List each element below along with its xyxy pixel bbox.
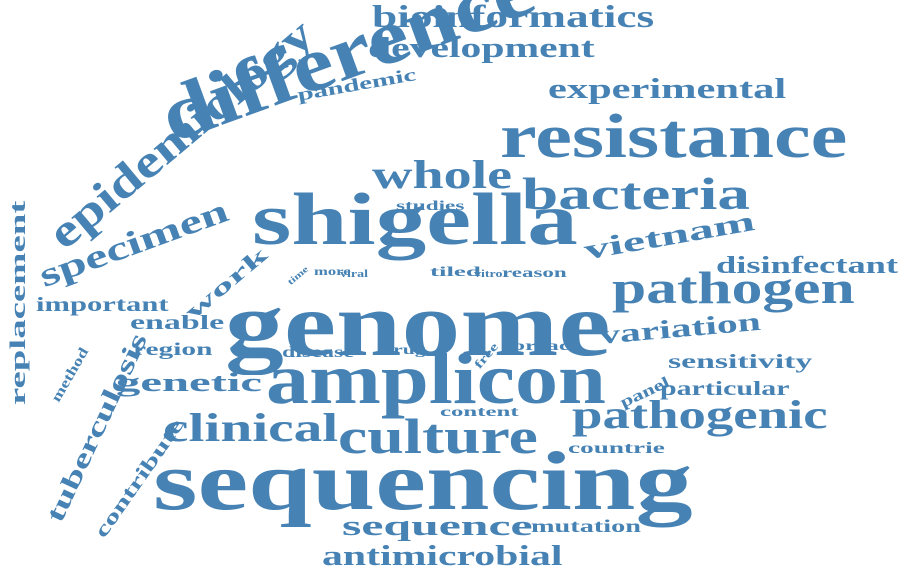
cloud-word-clinical: clinical: [163, 405, 339, 450]
cloud-word-pathogenic: pathogenic: [572, 392, 828, 437]
cloud-word-more: more: [314, 264, 351, 278]
cloud-word-whole: whole: [372, 152, 512, 197]
cloud-word-drug: drug: [381, 343, 426, 358]
cloud-word-experimental: experimental: [548, 74, 787, 105]
cloud-word-disinfectant: disinfectant: [716, 253, 899, 279]
cloud-word-bioinformatics: bioinformatics: [372, 0, 655, 34]
cloud-word-resistance: resistance: [500, 103, 848, 171]
cloud-word-variation: variation: [597, 306, 762, 350]
cloud-word-mutation: mutation: [531, 516, 641, 536]
cloud-word-antimicrobial: antimicrobial: [322, 541, 563, 572]
cloud-word-shigella: shigella: [252, 179, 578, 261]
cloud-word-sequence: sequence: [342, 511, 533, 542]
cloud-word-spread: spread: [502, 339, 573, 354]
cloud-word-viral: viral: [340, 269, 368, 280]
cloud-word-amplicon: amplicon: [266, 339, 606, 419]
cloud-word-reason: reason: [502, 266, 567, 281]
cloud-word-genome: genome: [225, 273, 611, 375]
cloud-word-sequencing: sequencing: [153, 435, 693, 528]
cloud-word-region: region: [133, 339, 213, 359]
cloud-word-genetic: genetic: [116, 368, 262, 397]
cloud-word-method: method: [49, 345, 93, 405]
cloud-word-development: development: [368, 33, 595, 64]
cloud-word-countrie: countrie: [568, 440, 665, 457]
cloud-word-particular: particular: [660, 378, 790, 400]
cloud-word-pathogen: pathogen: [612, 262, 855, 313]
cloud-word-bacteria: bacteria: [522, 168, 750, 219]
cloud-word-tiled: tiled: [430, 265, 481, 280]
cloud-word-sensitivity: sensitivity: [668, 351, 813, 373]
cloud-word-studies: studies: [396, 199, 465, 214]
cloud-word-vitro: vitro: [474, 269, 503, 280]
cloud-word-enable: enable: [130, 312, 225, 334]
cloud-word-replacement: replacement: [5, 200, 30, 405]
cloud-word-important: important: [36, 294, 169, 316]
cloud-word-content: content: [440, 405, 519, 420]
cloud-word-culture: culture: [338, 408, 538, 464]
cloud-word-disease: disease: [282, 344, 354, 361]
